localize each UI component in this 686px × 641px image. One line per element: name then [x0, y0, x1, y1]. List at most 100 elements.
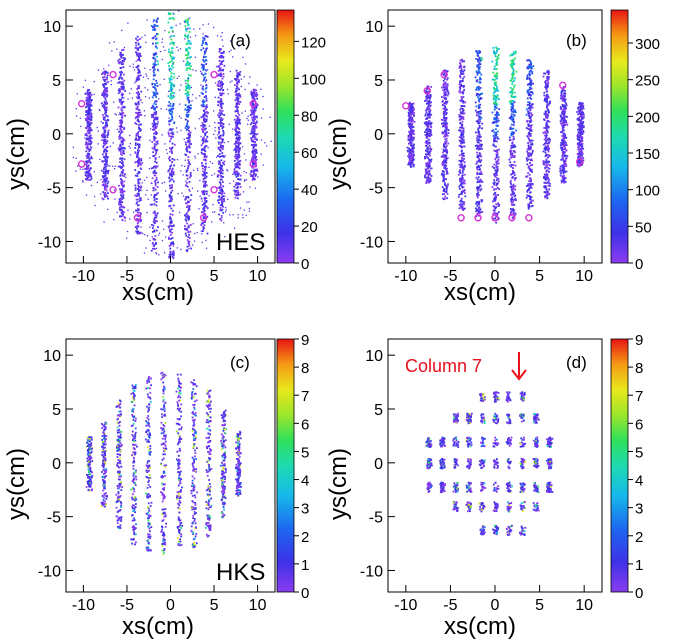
- heatmap-cell: [138, 111, 140, 114]
- heatmap-cell: [103, 144, 106, 146]
- heatmap-cell: [172, 107, 175, 110]
- heatmap-cell: [247, 119, 249, 121]
- heatmap-cell: [238, 178, 241, 181]
- heatmap-cell: [186, 217, 189, 219]
- heatmap-cell: [194, 155, 196, 157]
- heatmap-cell: [152, 125, 155, 128]
- heatmap-cell: [200, 63, 203, 66]
- heatmap-cell: [85, 163, 88, 166]
- heatmap-cell: [186, 200, 189, 203]
- heatmap-cell: [236, 74, 239, 76]
- heatmap-cell: [169, 70, 172, 73]
- heatmap-cell: [171, 65, 173, 67]
- heatmap-cell: [120, 182, 122, 184]
- heatmap-cell: [185, 197, 187, 200]
- heatmap-cell: [409, 117, 412, 120]
- heatmap-cell: [201, 128, 203, 131]
- heatmap-cell: [154, 158, 157, 161]
- heatmap-cell: [236, 89, 238, 92]
- heatmap-cell: [463, 60, 465, 63]
- heatmap-cell: [475, 162, 478, 165]
- heatmap-cell: [411, 146, 414, 149]
- heatmap-cell: [238, 149, 241, 151]
- heatmap-cell: [119, 206, 121, 209]
- heatmap-cell: [497, 162, 500, 165]
- heatmap-cell: [135, 92, 138, 94]
- heatmap-cell: [89, 115, 91, 118]
- heatmap-cell: [236, 105, 238, 108]
- heatmap-cell: [251, 174, 254, 177]
- heatmap-cell: [155, 143, 158, 146]
- heatmap-cell: [170, 120, 172, 122]
- heatmap-cell: [87, 100, 90, 103]
- heatmap-cell: [222, 73, 225, 75]
- heatmap-cell: [460, 83, 462, 86]
- heatmap-cell: [235, 194, 238, 197]
- heatmap-cell: [185, 125, 188, 128]
- heatmap-cell: [151, 83, 154, 86]
- heatmap-cell: [229, 182, 231, 185]
- heatmap-cell: [134, 161, 137, 164]
- heatmap-cell: [411, 122, 413, 125]
- heatmap-cell: [102, 127, 105, 130]
- heatmap-cell: [443, 89, 446, 91]
- heatmap-cell: [167, 62, 170, 65]
- heatmap-cell: [123, 73, 125, 76]
- heatmap-cell: [252, 128, 255, 131]
- heatmap-cell: [172, 95, 175, 97]
- heatmap-cell: [138, 143, 140, 146]
- heatmap-cell: [171, 198, 173, 200]
- heatmap-cell: [252, 109, 254, 111]
- heatmap-cell: [186, 109, 188, 112]
- heatmap-cell: [476, 58, 479, 61]
- heatmap-cell: [425, 145, 428, 147]
- heatmap-cell: [155, 229, 158, 232]
- heatmap-cell: [461, 132, 463, 134]
- heatmap-cell: [459, 166, 462, 169]
- heatmap-cell: [86, 171, 88, 174]
- heatmap-cell: [461, 145, 464, 148]
- heatmap-cell: [237, 80, 240, 82]
- heatmap-cell: [237, 72, 240, 74]
- heatmap-cell: [411, 158, 413, 161]
- heatmap-cell: [188, 64, 191, 66]
- heatmap-cell: [186, 185, 189, 188]
- heatmap-cell: [84, 134, 87, 137]
- heatmap-cell: [155, 111, 158, 113]
- heatmap-cell: [138, 109, 141, 111]
- heatmap-cell: [461, 166, 463, 169]
- heatmap-cell: [444, 168, 447, 170]
- heatmap-cell: [413, 143, 415, 146]
- heatmap-cell: [460, 197, 463, 200]
- heatmap-cell: [233, 171, 236, 173]
- heatmap-cell: [123, 128, 125, 130]
- heatmap-cell: [155, 219, 157, 222]
- heatmap-cell: [229, 81, 231, 83]
- heatmap-cell: [173, 143, 176, 146]
- heatmap-cell: [218, 192, 220, 194]
- heatmap-cell: [108, 169, 110, 172]
- heatmap-cell: [447, 132, 450, 134]
- heatmap-cell: [256, 170, 259, 172]
- heatmap-cell: [462, 181, 465, 184]
- heatmap-cell: [121, 184, 124, 187]
- heatmap-cell: [205, 35, 208, 38]
- heatmap-cell: [217, 88, 220, 90]
- heatmap-cell: [458, 136, 461, 138]
- heatmap-cell: [154, 212, 157, 215]
- heatmap-cell: [172, 72, 175, 75]
- heatmap-cell: [442, 148, 445, 151]
- heatmap-cell: [170, 196, 172, 199]
- heatmap-cell: [462, 127, 465, 130]
- heatmap-cell: [106, 134, 109, 137]
- heatmap-cell: [495, 46, 497, 49]
- heatmap-cell: [87, 110, 90, 113]
- heatmap-cell: [203, 220, 206, 223]
- heatmap-cell: [137, 93, 139, 96]
- heatmap-cell: [440, 118, 443, 121]
- heatmap-cell: [85, 138, 88, 141]
- heatmap-cell: [156, 186, 159, 188]
- heatmap-cell: [443, 130, 446, 133]
- heatmap-cell: [138, 145, 140, 147]
- heatmap-cell: [168, 108, 171, 111]
